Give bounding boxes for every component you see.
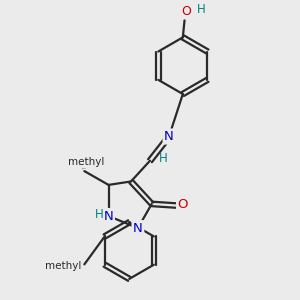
Text: H: H [94,208,103,221]
Text: N: N [104,209,113,223]
Text: methyl: methyl [79,164,84,165]
Text: O: O [178,199,188,212]
Text: O: O [181,5,191,18]
Text: H: H [197,2,206,16]
Text: N: N [133,222,143,235]
Text: methyl: methyl [68,157,104,167]
Text: methyl: methyl [45,261,82,271]
Text: N: N [164,130,174,143]
Text: H: H [159,152,167,166]
Text: methyl: methyl [82,168,87,170]
